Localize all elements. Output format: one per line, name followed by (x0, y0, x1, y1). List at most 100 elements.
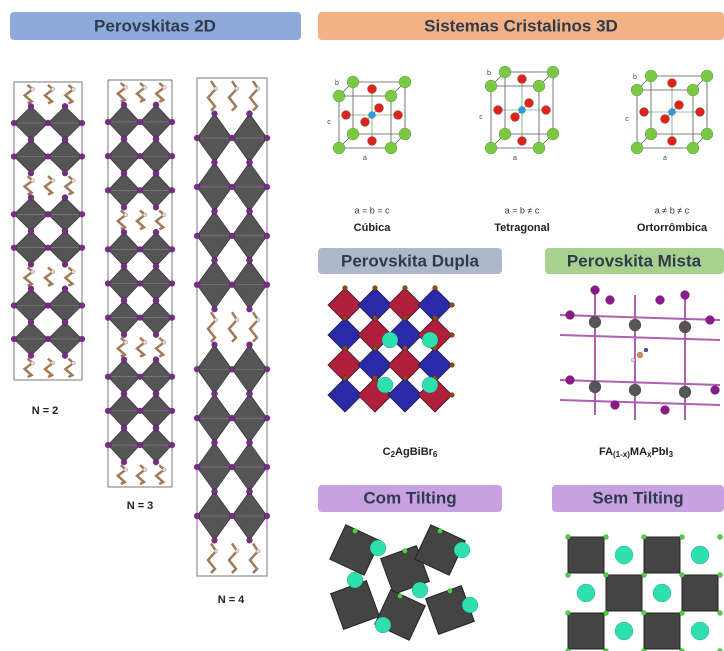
atom (234, 548, 240, 554)
atom (630, 83, 644, 97)
atom (372, 375, 378, 381)
bond (559, 334, 721, 341)
atom (168, 373, 176, 380)
atom (576, 583, 596, 603)
atom (565, 534, 571, 540)
atom (603, 534, 609, 540)
atom (120, 228, 128, 236)
axis-letter: a (663, 155, 667, 162)
atom (27, 261, 35, 268)
atom (136, 118, 144, 126)
atom (717, 534, 723, 540)
atom (565, 310, 575, 320)
atom (376, 376, 394, 394)
atom (346, 571, 364, 589)
atom (120, 297, 128, 304)
atom (352, 528, 358, 534)
atom (641, 648, 647, 651)
atom (255, 317, 261, 323)
atom (10, 211, 18, 218)
atom (168, 441, 176, 449)
atom (630, 141, 644, 155)
atom (61, 136, 69, 144)
atom (120, 169, 128, 177)
atom (421, 331, 439, 349)
atom (246, 159, 253, 166)
atom (30, 178, 35, 183)
atom (44, 335, 52, 343)
atom (61, 285, 69, 293)
axis-letter: c (479, 114, 483, 121)
atom (690, 545, 710, 565)
atom (644, 69, 658, 83)
atom (449, 362, 455, 368)
atom (61, 318, 69, 326)
atom (546, 127, 560, 141)
atom (50, 360, 56, 366)
organic-chain (135, 209, 147, 231)
atom (161, 212, 167, 218)
atom (246, 305, 253, 313)
atom (384, 141, 398, 155)
atom (161, 339, 167, 345)
atom (193, 183, 201, 191)
atom (449, 332, 455, 338)
atom (193, 232, 201, 240)
atom (532, 79, 546, 93)
atom (136, 280, 144, 287)
atom (211, 110, 218, 117)
atom (104, 246, 112, 253)
atom (367, 136, 377, 146)
atom (168, 246, 176, 253)
atom (246, 110, 253, 117)
atom (686, 83, 700, 97)
atom (123, 85, 129, 90)
octahedron (643, 536, 681, 574)
atom (228, 281, 236, 289)
atom (628, 383, 642, 397)
atom (104, 280, 112, 287)
atom (263, 512, 271, 520)
atom (71, 178, 76, 183)
atom (332, 89, 346, 103)
atom (193, 463, 201, 471)
atom (228, 134, 236, 142)
atom (643, 347, 649, 353)
atom (541, 105, 551, 115)
atom (152, 297, 160, 304)
atom (161, 467, 167, 472)
atom (193, 134, 201, 142)
atom (402, 285, 408, 291)
atom (228, 512, 236, 520)
atom (211, 439, 218, 446)
atom (211, 341, 218, 349)
organic-chain (43, 266, 55, 287)
atom (136, 407, 144, 415)
organic-chain (115, 336, 128, 358)
atom (674, 100, 684, 110)
atom (374, 616, 392, 634)
axis-letter: b (633, 74, 637, 81)
atom (27, 227, 35, 235)
formula: C2AgBiBr6 (383, 446, 438, 459)
atom (628, 318, 642, 332)
atom (667, 136, 677, 146)
atom (136, 373, 144, 380)
atom (246, 488, 253, 495)
atom (27, 285, 35, 293)
atom (142, 85, 148, 90)
octahedron (329, 524, 381, 576)
atom (700, 127, 714, 141)
atom (510, 112, 520, 122)
atom (27, 136, 35, 144)
header-box (318, 485, 502, 512)
organic-chain (22, 84, 35, 105)
atom (679, 572, 685, 578)
atom (372, 315, 378, 321)
octahedron (330, 580, 380, 630)
organic-chain (63, 357, 76, 379)
atom (603, 610, 609, 616)
header-box (10, 12, 301, 40)
organic-chain (63, 175, 76, 196)
